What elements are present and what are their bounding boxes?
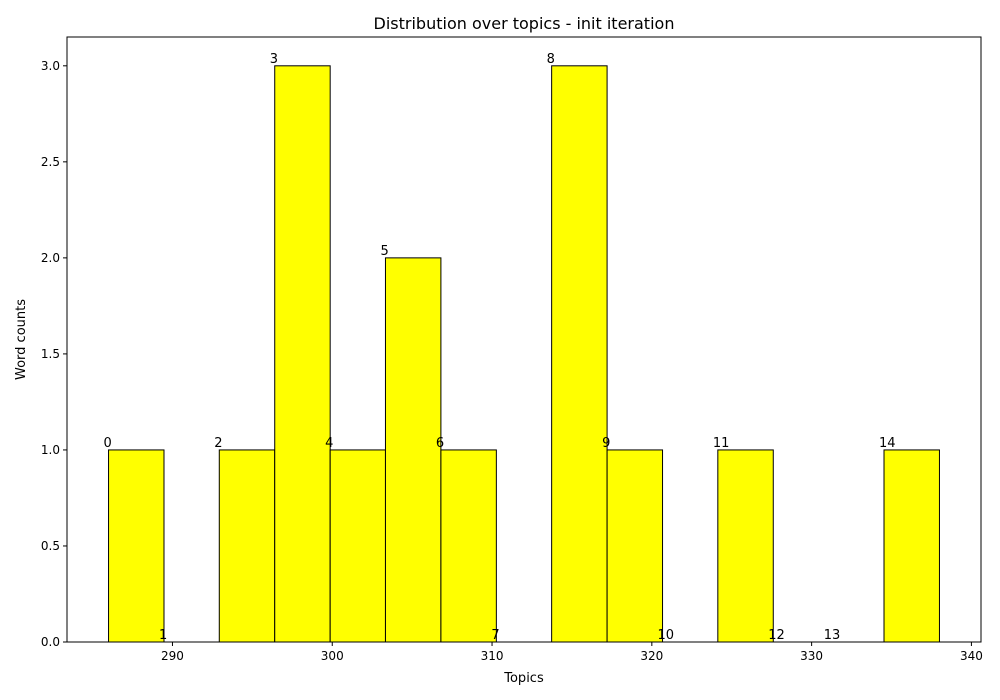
bars-layer [108, 65, 940, 643]
histogram-bar [551, 65, 608, 643]
y-tick-label: 1.0 [41, 443, 60, 457]
bar-label: 4 [325, 436, 333, 451]
y-tick-label: 3.0 [41, 59, 60, 73]
bar-label: 10 [658, 628, 675, 643]
histogram-bar [108, 449, 165, 643]
x-tick-label: 310 [481, 649, 504, 663]
bar-label: 13 [824, 628, 841, 643]
histogram-bar [218, 449, 276, 643]
histogram-bar [883, 449, 940, 643]
histogram-bar [274, 65, 331, 643]
y-tick-label: 0.0 [41, 635, 60, 649]
histogram-bar [329, 449, 386, 643]
bar-label: 6 [436, 436, 444, 451]
bar-label: 1 [159, 628, 167, 643]
plot-frame [66, 36, 982, 643]
bar-label: 0 [104, 436, 112, 451]
histogram-bar [606, 449, 664, 643]
x-tick-label: 340 [960, 649, 983, 663]
bar-label: 8 [547, 52, 555, 67]
bar-label: 14 [879, 436, 896, 451]
x-axis-label: Topics [503, 671, 544, 686]
y-tick-label: 2.5 [41, 155, 60, 169]
y-tick-label: 2.0 [41, 251, 60, 265]
bar-label: 5 [380, 244, 388, 259]
x-tick-label: 300 [321, 649, 344, 663]
x-tick-label: 290 [161, 649, 184, 663]
histogram-bar [384, 257, 442, 643]
bar-label: 7 [491, 628, 499, 643]
x-tick-label: 320 [640, 649, 663, 663]
chart-title: Distribution over topics - init iteratio… [374, 14, 675, 33]
x-tick-label: 330 [800, 649, 823, 663]
y-tick-label: 1.5 [41, 347, 60, 361]
y-axis-label: Word counts [14, 299, 29, 380]
bar-label: 3 [270, 52, 278, 67]
bar-label: 12 [768, 628, 785, 643]
x-axis-ticks: 290 300 310 320 330 340 [161, 642, 983, 663]
bar-label: 2 [214, 436, 222, 451]
bar-label: 9 [602, 436, 610, 451]
y-axis-ticks: 0.0 0.5 1.0 1.5 2.0 2.5 3.0 [41, 59, 67, 649]
histogram-bar [440, 449, 497, 643]
y-tick-label: 0.5 [41, 539, 60, 553]
histogram-bar [717, 449, 774, 643]
bar-label: 11 [713, 436, 730, 451]
